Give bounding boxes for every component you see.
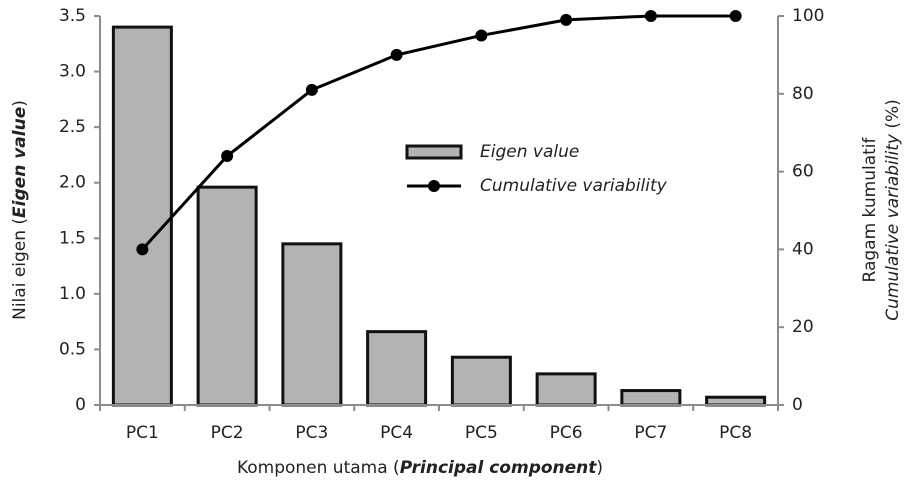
y-tick-label: 1.5 (59, 228, 86, 248)
bar (366, 330, 428, 407)
line-marker (475, 29, 488, 42)
y2-label-part: (%) (883, 99, 903, 134)
line-marker (390, 48, 403, 61)
x-label-part: Komponen utama ( (237, 458, 400, 478)
x-tick-label: PC3 (295, 423, 328, 443)
y-tick-label: 2.0 (59, 173, 86, 193)
y-tick-label: 0.5 (59, 339, 86, 359)
y2-tick-label: 100 (792, 6, 824, 26)
bar (111, 25, 173, 407)
x-label-part: ) (596, 458, 603, 478)
x-tick-label: PC6 (550, 423, 583, 443)
x-tick-label: PC8 (719, 423, 752, 443)
line-marker (560, 13, 573, 26)
bar (705, 395, 767, 407)
y-tick-label: 0 (75, 395, 86, 415)
y2-axis-label: Ragam kumulatif (860, 137, 880, 283)
y-tick-label: 1.0 (59, 284, 86, 304)
y2-label-part: Ragam kumulatif (860, 137, 880, 283)
x-tick-label: PC5 (465, 423, 498, 443)
y2-axis-label: Cumulative variability (%) (883, 99, 903, 321)
line-marker (136, 243, 149, 256)
line-marker (644, 10, 657, 22)
x-tick-label: PC1 (126, 423, 159, 443)
bar (620, 389, 682, 407)
y-axis-label: Nilai eigen (Eigen value) (10, 100, 30, 320)
y-tick-label: 3.0 (59, 62, 86, 82)
x-tick-label: PC4 (380, 423, 413, 443)
bar (196, 185, 258, 407)
bar (281, 242, 343, 407)
line-marker (221, 150, 234, 163)
x-axis-label: Komponen utama (Principal component) (237, 458, 603, 478)
y2-tick-label: 40 (792, 239, 814, 259)
legend-label: Cumulative variability (480, 176, 668, 196)
legend-swatch (405, 144, 463, 160)
line-marker (305, 83, 318, 96)
line (141, 14, 736, 251)
y2-tick-label: 20 (792, 317, 814, 337)
x-tick-label: PC7 (634, 423, 667, 443)
legend-label: Eigen value (480, 142, 579, 162)
legend-marker (428, 180, 440, 192)
x-label-part: Principal component (400, 458, 598, 478)
y2-label-part: Cumulative variability (883, 133, 903, 321)
y-label-part: Eigen value (10, 107, 30, 218)
y-tick-label: 3.5 (59, 6, 86, 26)
y2-tick-label: 0 (792, 395, 803, 415)
y2-tick-label: 80 (792, 84, 814, 104)
bar (535, 372, 597, 407)
y2-tick-label: 60 (792, 162, 814, 182)
y-label-part: Nilai eigen ( (10, 218, 30, 320)
y-tick-label: 2.5 (59, 117, 86, 137)
bar (450, 355, 512, 407)
line-marker (729, 10, 742, 22)
y-label-part: ) (10, 100, 30, 107)
x-tick-label: PC2 (211, 423, 244, 443)
